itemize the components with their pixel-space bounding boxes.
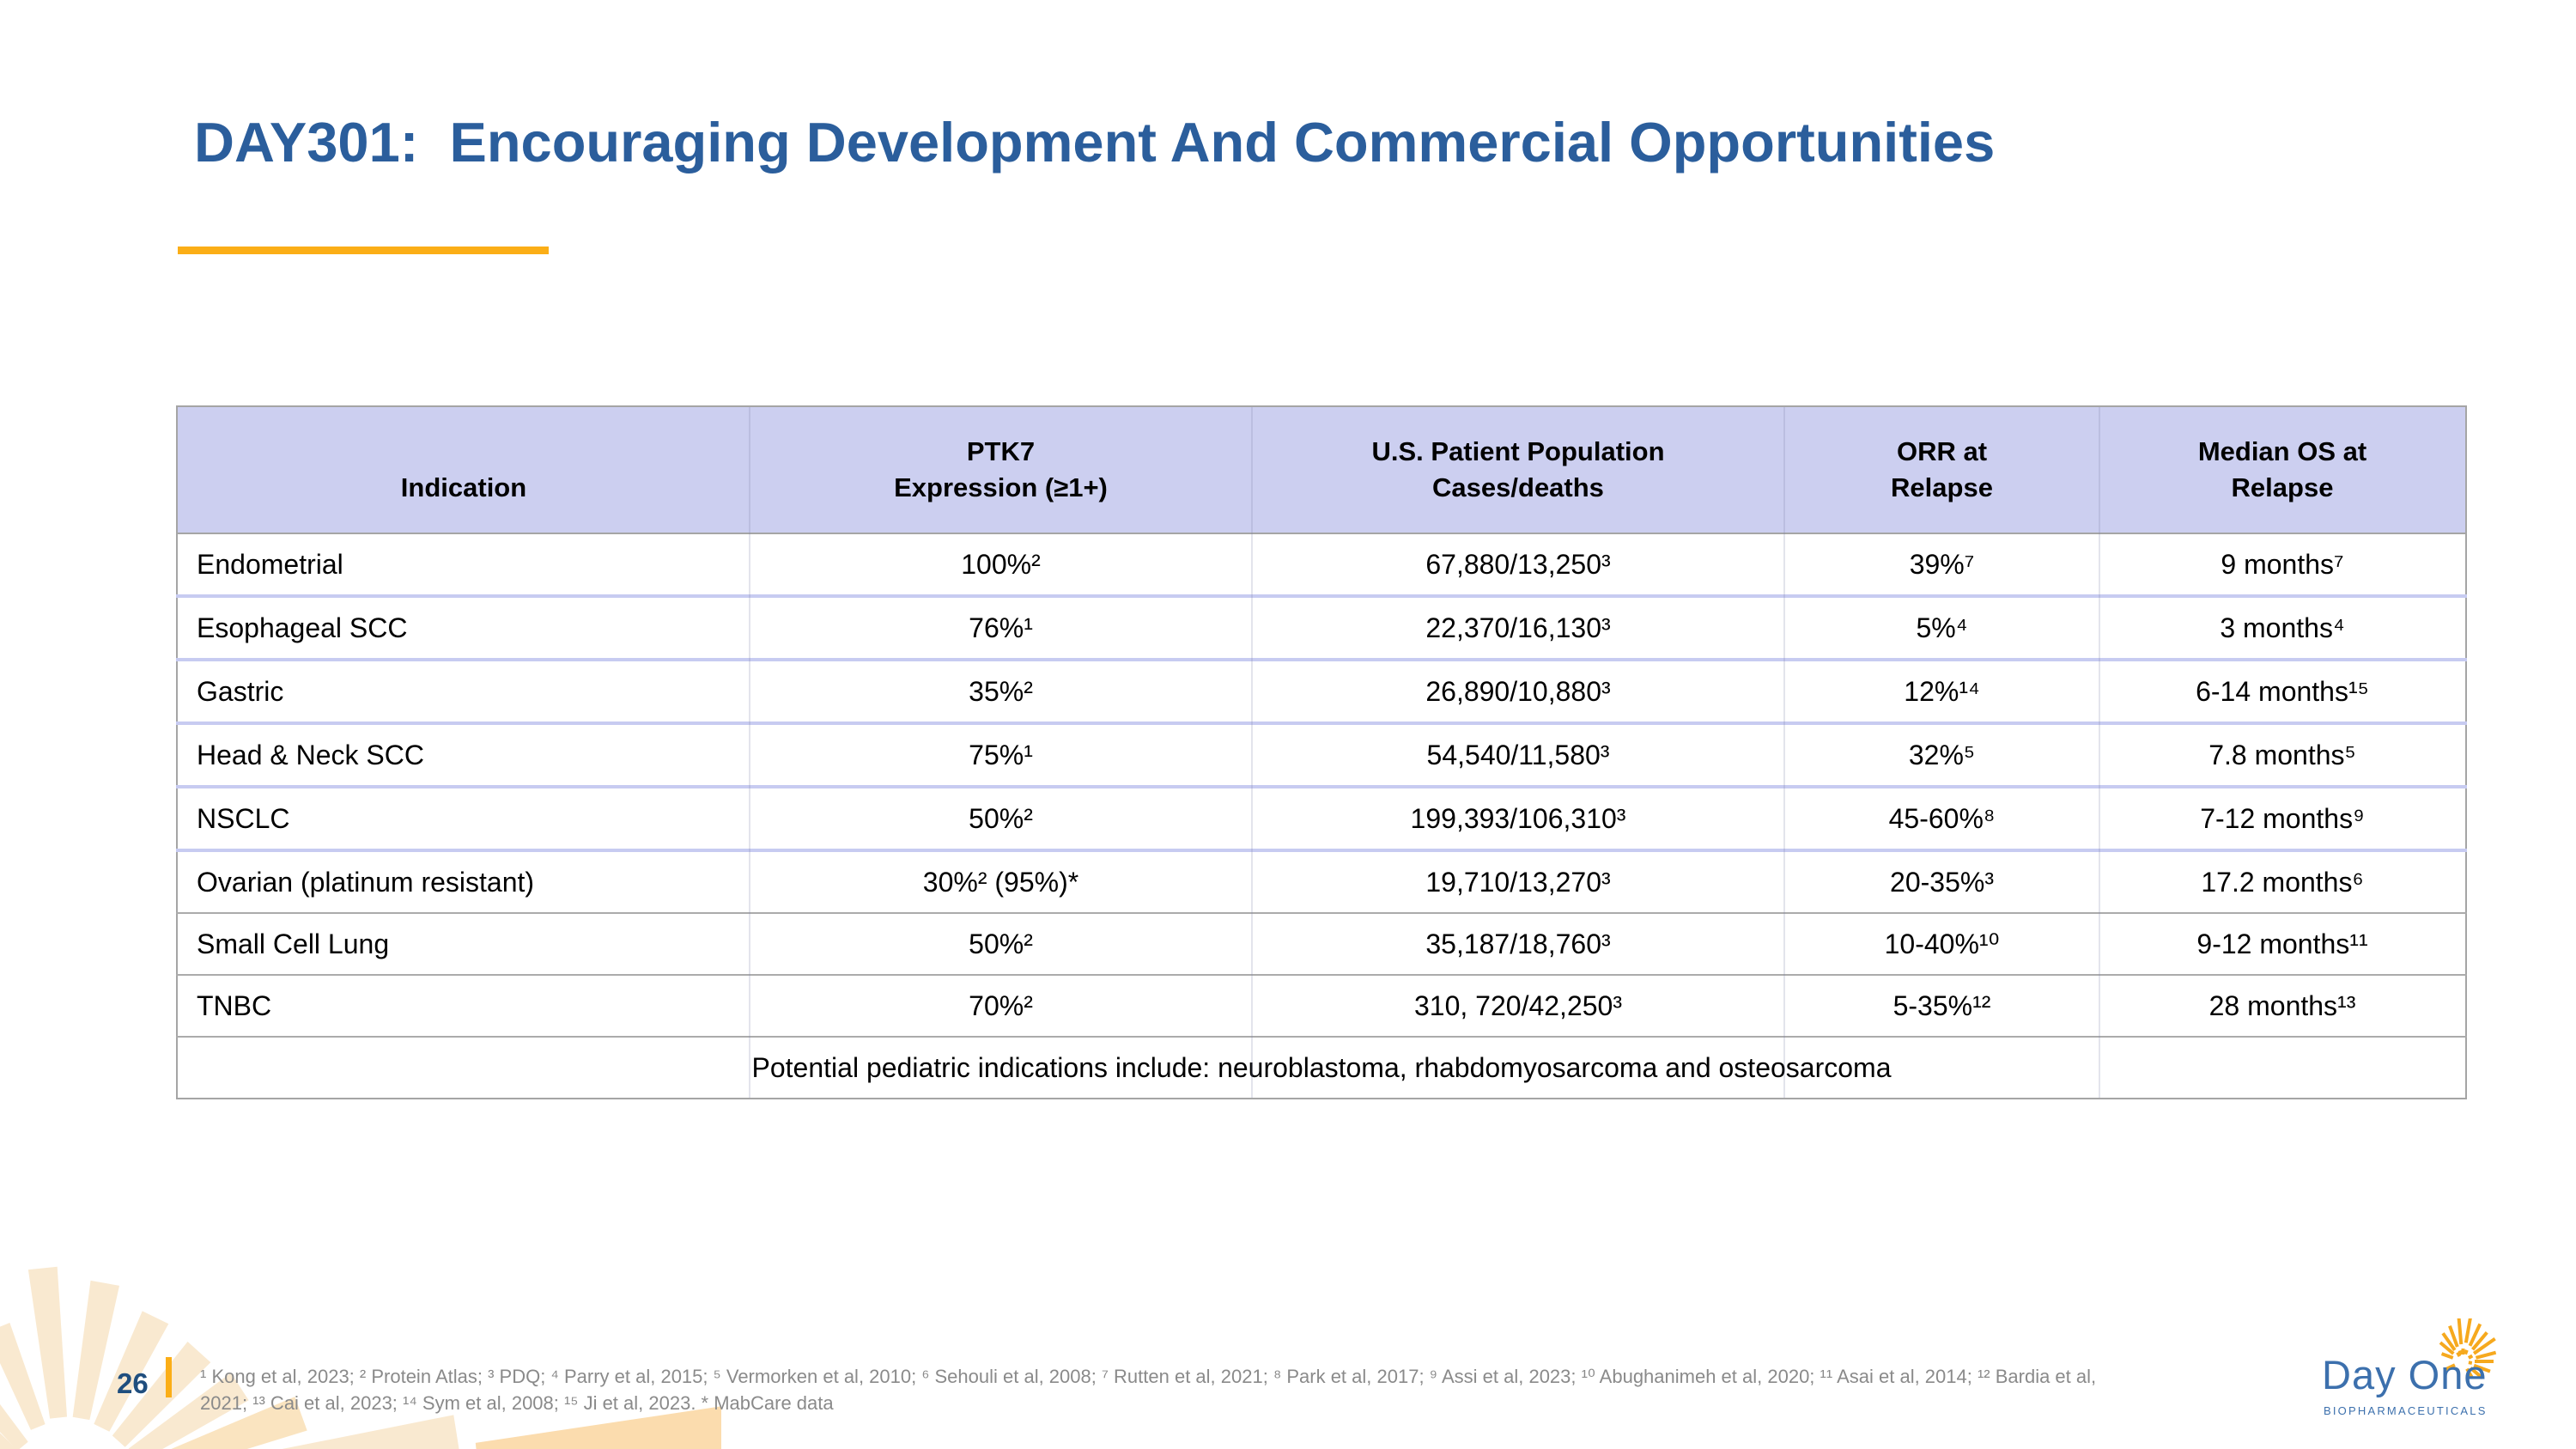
header-line: Relapse bbox=[2231, 472, 2334, 502]
header-line: Relapse bbox=[1891, 472, 1993, 502]
cell-os: 17.2 months⁶ bbox=[2201, 866, 2364, 898]
cell-os: 9-12 months¹¹ bbox=[2196, 928, 2368, 959]
col-header-orr-at-relapse: ORR at Relapse bbox=[1784, 406, 2099, 534]
cell-indication: Ovarian (platinum resistant) bbox=[197, 866, 535, 898]
logo-wordmark: Day One bbox=[2322, 1352, 2487, 1397]
cell-ptk7: 76%¹ bbox=[969, 612, 1033, 643]
cell-indication: Gastric bbox=[197, 675, 284, 707]
logo-subtitle: BIOPHARMACEUTICALS bbox=[2324, 1404, 2488, 1417]
column-divider bbox=[1783, 407, 1785, 1098]
cell-orr: 20-35%³ bbox=[1890, 866, 1994, 898]
header-line: Indication bbox=[400, 472, 527, 502]
footnotes: ¹ Kong et al, 2023; ² Protein Atlas; ³ P… bbox=[200, 1363, 2312, 1416]
cell-os: 7-12 months⁹ bbox=[2200, 802, 2365, 834]
cell-population: 35,187/18,760³ bbox=[1425, 928, 1611, 959]
page-number-divider bbox=[166, 1357, 172, 1397]
header-line bbox=[178, 434, 750, 470]
table-row-pediatric-note: Potential pediatric indications include:… bbox=[177, 1037, 2466, 1099]
cell-os: 7.8 months⁵ bbox=[2208, 739, 2356, 770]
col-header-median-os-at-relapse: Median OS at Relapse bbox=[2099, 406, 2466, 534]
cell-os: 28 months¹³ bbox=[2208, 989, 2356, 1021]
header-line: ORR at bbox=[1896, 436, 1988, 466]
cell-ptk7: 100%² bbox=[961, 548, 1041, 580]
cell-population: 310, 720/42,250³ bbox=[1414, 989, 1622, 1021]
logo-sunburst-icon bbox=[2439, 1318, 2497, 1379]
cell-population: 26,890/10,880³ bbox=[1425, 675, 1611, 707]
footnote-line: ¹ Kong et al, 2023; ² Protein Atlas; ³ P… bbox=[200, 1366, 2097, 1387]
corner-sunburst-decoration bbox=[0, 1266, 721, 1449]
table-row-small-cell-lung: Small Cell Lung 50%² 35,187/18,760³ 10-4… bbox=[177, 913, 2466, 975]
cell-ptk7: 50%² bbox=[969, 928, 1033, 959]
table-row-nsclc: NSCLC 50%² 199,393/106,310³ 45-60%⁸ 7-12… bbox=[177, 787, 2466, 850]
table-row-endometrial: Endometrial 100%² 67,880/13,250³ 39%⁷ 9 … bbox=[177, 533, 2466, 596]
table-row-gastric: Gastric 35%² 26,890/10,880³ 12%¹⁴ 6-14 m… bbox=[177, 660, 2466, 723]
cell-os: 6-14 months¹⁵ bbox=[2196, 675, 2369, 707]
cell-ptk7: 30%² (95%)* bbox=[922, 866, 1079, 898]
cell-orr: 45-60%⁸ bbox=[1888, 802, 1996, 834]
cell-indication: NSCLC bbox=[197, 802, 290, 834]
header-line: Cases/deaths bbox=[1432, 472, 1604, 502]
cell-indication: TNBC bbox=[197, 989, 272, 1021]
cell-population: 199,393/106,310³ bbox=[1410, 802, 1626, 834]
cell-os: 9 months⁷ bbox=[2221, 548, 2344, 580]
column-divider bbox=[1251, 407, 1253, 1098]
col-header-ptk7-expression: PTK7 Expression (≥1+) bbox=[750, 406, 1252, 534]
cell-population: 67,880/13,250³ bbox=[1425, 548, 1611, 580]
header-line: Expression (≥1+) bbox=[894, 472, 1108, 502]
cell-os: 3 months⁴ bbox=[2220, 612, 2345, 643]
table-row-esophageal-scc: Esophageal SCC 76%¹ 22,370/16,130³ 5%⁴ 3… bbox=[177, 596, 2466, 660]
cell-orr: 5-35%¹² bbox=[1893, 989, 1991, 1021]
pediatric-indications-note: Potential pediatric indications include:… bbox=[751, 1051, 1892, 1083]
page-number: 26 bbox=[117, 1367, 149, 1399]
footnote-line: 2021; ¹³ Cai et al, 2023; ¹⁴ Sym et al, … bbox=[200, 1392, 834, 1414]
cell-population: 54,540/11,580³ bbox=[1426, 739, 1610, 770]
cell-ptk7: 70%² bbox=[969, 989, 1033, 1021]
header-line: PTK7 bbox=[966, 436, 1036, 466]
cell-indication: Endometrial bbox=[197, 548, 343, 580]
cell-ptk7: 50%² bbox=[969, 802, 1033, 834]
page-title: DAY301: Encouraging Development And Comm… bbox=[194, 111, 1996, 174]
cell-population: 22,370/16,130³ bbox=[1425, 612, 1611, 643]
col-header-indication: Indication bbox=[177, 406, 750, 534]
cell-orr: 39%⁷ bbox=[1909, 548, 1975, 580]
table-row-ovarian: Ovarian (platinum resistant) 30%² (95%)*… bbox=[177, 850, 2466, 913]
cell-orr: 5%⁴ bbox=[1916, 612, 1968, 643]
cell-orr: 12%¹⁴ bbox=[1904, 675, 1980, 707]
cell-indication: Head & Neck SCC bbox=[197, 739, 424, 770]
column-divider bbox=[2099, 407, 2100, 1098]
cell-orr: 32%⁵ bbox=[1908, 739, 1976, 770]
title-underline bbox=[178, 247, 549, 254]
cell-population: 19,710/13,270³ bbox=[1425, 866, 1611, 898]
cell-indication: Esophageal SCC bbox=[197, 612, 408, 643]
cell-indication: Small Cell Lung bbox=[197, 928, 390, 959]
column-divider bbox=[749, 407, 750, 1098]
cell-orr: 10-40%¹⁰ bbox=[1884, 928, 2000, 959]
header-line: U.S. Patient Population bbox=[1371, 436, 1665, 466]
header-line: Median OS at bbox=[2197, 436, 2367, 466]
day-one-logo: Day One BIOPHARMACEUTICALS bbox=[2322, 1318, 2497, 1417]
table-row-tnbc: TNBC 70%² 310, 720/42,250³ 5-35%¹² 28 mo… bbox=[177, 975, 2466, 1037]
cell-ptk7: 75%¹ bbox=[969, 739, 1033, 770]
table-row-head-neck-scc: Head & Neck SCC 75%¹ 54,540/11,580³ 32%⁵… bbox=[177, 723, 2466, 787]
table-header-row: Indication PTK7 Expression (≥1+) U.S. Pa… bbox=[177, 406, 2466, 534]
col-header-us-patient-population: U.S. Patient Population Cases/deaths bbox=[1252, 406, 1784, 534]
cell-ptk7: 35%² bbox=[969, 675, 1033, 707]
indications-table: Indication PTK7 Expression (≥1+) U.S. Pa… bbox=[176, 405, 2467, 1099]
